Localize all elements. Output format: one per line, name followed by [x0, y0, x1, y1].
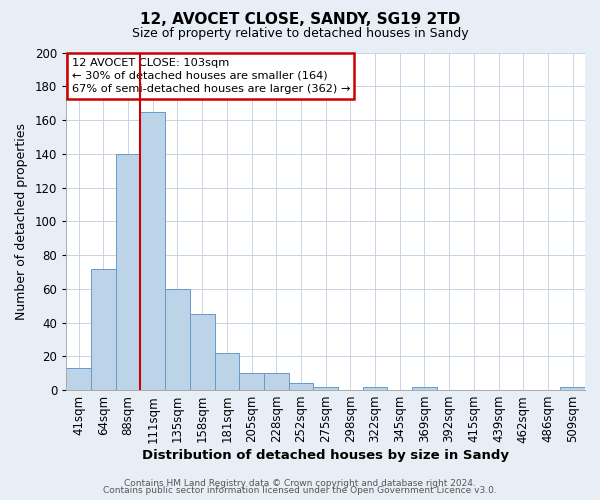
Text: Contains HM Land Registry data © Crown copyright and database right 2024.: Contains HM Land Registry data © Crown c…	[124, 478, 476, 488]
Text: Size of property relative to detached houses in Sandy: Size of property relative to detached ho…	[131, 28, 469, 40]
Text: 12, AVOCET CLOSE, SANDY, SG19 2TD: 12, AVOCET CLOSE, SANDY, SG19 2TD	[140, 12, 460, 28]
Text: 12 AVOCET CLOSE: 103sqm
← 30% of detached houses are smaller (164)
67% of semi-d: 12 AVOCET CLOSE: 103sqm ← 30% of detache…	[71, 58, 350, 94]
Bar	[91, 268, 116, 390]
Bar	[67, 368, 91, 390]
Bar	[289, 384, 313, 390]
Text: Contains public sector information licensed under the Open Government Licence v3: Contains public sector information licen…	[103, 486, 497, 495]
Bar	[560, 386, 585, 390]
Bar	[412, 386, 437, 390]
Bar	[190, 314, 215, 390]
Y-axis label: Number of detached properties: Number of detached properties	[15, 123, 28, 320]
Bar	[363, 386, 388, 390]
Bar	[313, 386, 338, 390]
X-axis label: Distribution of detached houses by size in Sandy: Distribution of detached houses by size …	[142, 450, 509, 462]
Bar	[116, 154, 140, 390]
Bar	[264, 373, 289, 390]
Bar	[215, 353, 239, 390]
Bar	[140, 112, 165, 390]
Bar	[239, 373, 264, 390]
Bar	[165, 289, 190, 390]
